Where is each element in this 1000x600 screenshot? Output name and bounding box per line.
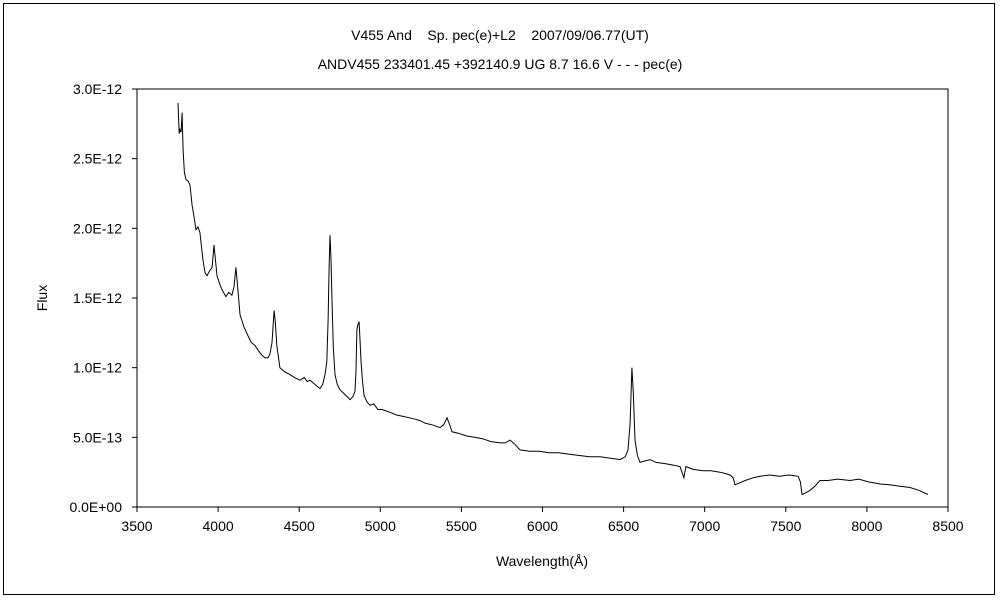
plot-area <box>136 88 949 508</box>
y-tick-label: 0.0E+00 <box>69 499 122 515</box>
x-tick-label: 4500 <box>284 518 315 534</box>
x-tick-label: 7500 <box>770 518 801 534</box>
spectrum-line <box>177 102 929 496</box>
x-tick-label: 6500 <box>608 518 639 534</box>
x-tick-label: 6000 <box>527 518 558 534</box>
x-tick-label: 8000 <box>851 518 882 534</box>
x-tick-label: 3500 <box>121 518 152 534</box>
y-tick-label: 2.5E-12 <box>73 151 122 167</box>
x-axis-label: Wavelength(Å) <box>496 553 588 569</box>
x-tick-label: 5000 <box>365 518 396 534</box>
y-axis-label: Flux <box>34 285 50 311</box>
x-tick-label: 5500 <box>446 518 477 534</box>
chart-title-line-2: ANDV455 233401.45 +392140.9 UG 8.7 16.6 … <box>318 56 683 72</box>
chart-frame <box>3 3 995 595</box>
chart-title-line-1: V455 And Sp. pec(e)+L2 2007/09/06.77(UT) <box>351 27 649 43</box>
y-tick-label: 1.5E-12 <box>73 290 122 306</box>
y-tick-label: 5.0E-13 <box>73 429 122 445</box>
y-tick-label: 3.0E-12 <box>73 81 122 97</box>
y-tick-label: 2.0E-12 <box>73 220 122 236</box>
x-tick-label: 7000 <box>689 518 720 534</box>
x-tick-label: 4000 <box>203 518 234 534</box>
y-tick-label: 1.0E-12 <box>73 360 122 376</box>
x-tick-label: 8500 <box>932 518 963 534</box>
